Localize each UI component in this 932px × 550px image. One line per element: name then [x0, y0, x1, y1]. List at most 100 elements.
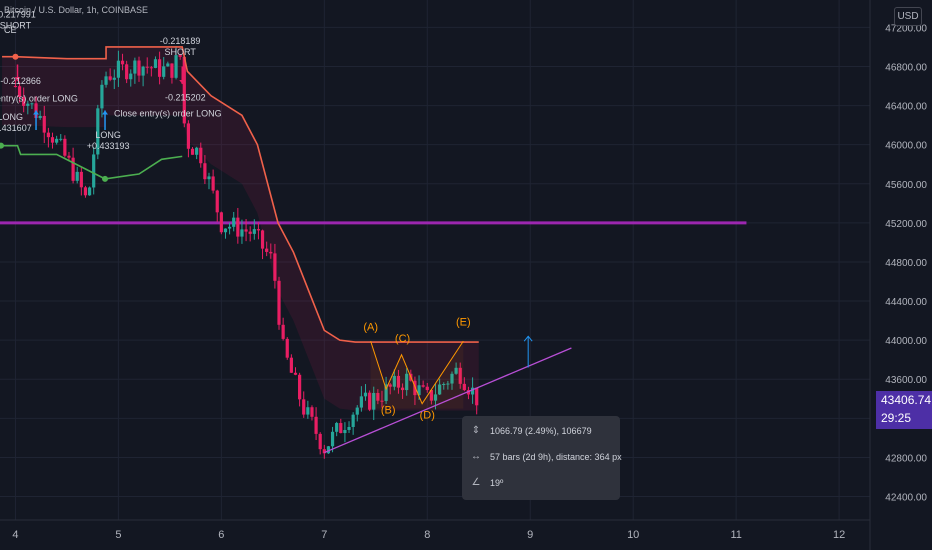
- time-tick-label: 8: [424, 529, 430, 541]
- symbol-title: Bitcoin / U.S. Dollar, 1h, COINBASE: [4, 5, 148, 15]
- signal-label-line: LONG: [0, 112, 23, 122]
- candle-body: [116, 60, 121, 78]
- short-stop-fill: [2, 46, 479, 411]
- trendline-line: [324, 347, 572, 454]
- price-tick-label: 43600.00: [885, 375, 927, 386]
- candle-body: [75, 171, 79, 181]
- candle-body: [289, 357, 293, 373]
- candle-body: [302, 399, 306, 415]
- candle-body: [166, 63, 170, 67]
- candle-body: [153, 59, 158, 68]
- candle-body: [438, 384, 442, 395]
- measure-angle: 19º: [490, 477, 504, 488]
- candle-body: [400, 387, 405, 391]
- currency-button[interactable]: USD: [894, 7, 922, 26]
- candle-body: [269, 251, 273, 254]
- measure-price-row: ⇕ 1066.79 (2.49%), 106679: [470, 425, 592, 436]
- signal-arrowhead: [102, 110, 109, 115]
- candle-body: [174, 55, 178, 78]
- candle-body: [285, 338, 289, 358]
- candle-body: [273, 253, 277, 281]
- time-tick-label: 5: [115, 529, 121, 541]
- indicator-label: CE: [4, 25, 17, 35]
- candle-body: [112, 77, 116, 80]
- price-axis[interactable]: 42400.0042800.0043200.0043600.0044000.00…: [885, 23, 927, 503]
- pattern-point-label: (C): [395, 333, 410, 345]
- candle-body: [277, 280, 281, 325]
- signal-label: -0.218189 SHORT: [160, 36, 201, 57]
- time-axis[interactable]: 4 5 6 7 8 9 10 11 12: [12, 529, 845, 541]
- price-tick-label: 45200.00: [885, 219, 927, 230]
- candle-body: [13, 86, 18, 88]
- candle-body: [458, 367, 462, 384]
- candle-body: [129, 73, 133, 80]
- pattern-point-label: (B): [381, 404, 396, 416]
- candle-body: [314, 416, 318, 434]
- price-range-icon: ⇕: [471, 425, 481, 436]
- candle-body: [322, 449, 326, 454]
- candle-body: [120, 60, 125, 65]
- time-tick-label: 9: [527, 529, 533, 541]
- current-price: 43406.74: [881, 393, 932, 407]
- candle-body: [182, 56, 186, 124]
- pattern-fill: [370, 341, 464, 409]
- signal-label: LONG+0.431607: [0, 112, 32, 133]
- long-start-dot: [102, 175, 109, 182]
- candle-body: [281, 324, 285, 339]
- price-tick-label: 47200.00: [885, 23, 927, 34]
- grid: [0, 0, 870, 520]
- candle-body: [310, 407, 314, 417]
- candle-body: [475, 387, 479, 406]
- signal-label-line: LONG: [95, 130, 121, 140]
- candle-body: [141, 66, 145, 76]
- candle-body: [195, 147, 199, 155]
- candle-body: [17, 86, 22, 97]
- candle-body: [92, 154, 96, 188]
- price-tick-label: 46800.00: [885, 62, 927, 73]
- candle-body: [466, 390, 471, 395]
- candle-body: [38, 115, 42, 119]
- candle-body: [380, 400, 384, 402]
- signal-label-line: +0.431607: [0, 123, 32, 133]
- candle-body: [462, 383, 466, 391]
- candle-body: [207, 176, 211, 180]
- time-tick-label: 11: [730, 529, 741, 541]
- candle-body: [125, 64, 129, 80]
- candle-body: [339, 423, 343, 434]
- candle-body: [190, 148, 195, 155]
- candle-body: [470, 387, 475, 395]
- candle-body: [223, 228, 228, 233]
- candle-body: [425, 386, 429, 391]
- price-tick-label: 42800.00: [885, 453, 927, 464]
- candle-body: [388, 384, 392, 387]
- signal-arrowhead: [179, 80, 186, 85]
- candle-body: [108, 76, 112, 80]
- candle-body: [405, 373, 409, 391]
- stop-fill: [2, 46, 479, 411]
- trendline[interactable]: [324, 335, 572, 454]
- angle-icon: ∠: [471, 477, 481, 488]
- time-tick-label: 12: [833, 529, 845, 541]
- candle-body: [343, 429, 347, 434]
- candles: [13, 46, 479, 459]
- candle-body: [318, 433, 322, 450]
- signal-label-line: -0.212866: [0, 76, 41, 86]
- candle-body: [137, 60, 141, 76]
- candle-body: [450, 373, 454, 384]
- candle-body: [335, 423, 339, 432]
- measure-bars-range: 57 bars (2d 9h), distance: 364 px: [490, 451, 622, 462]
- short-stop-line: [2, 46, 479, 343]
- price-tick-label: 44000.00: [885, 336, 927, 347]
- candle-body: [22, 96, 26, 106]
- candle-body: [368, 392, 372, 410]
- candle-body: [203, 163, 207, 180]
- candle-body: [413, 380, 417, 396]
- candle-body: [55, 138, 59, 143]
- candle-body: [104, 76, 108, 85]
- price-tick-label: 46000.00: [885, 141, 927, 152]
- candle-body: [355, 407, 359, 415]
- candle-body: [199, 147, 203, 164]
- candle-body: [162, 66, 166, 77]
- triangle-pattern[interactable]: (A) (C) (E) (B) (D): [363, 316, 470, 421]
